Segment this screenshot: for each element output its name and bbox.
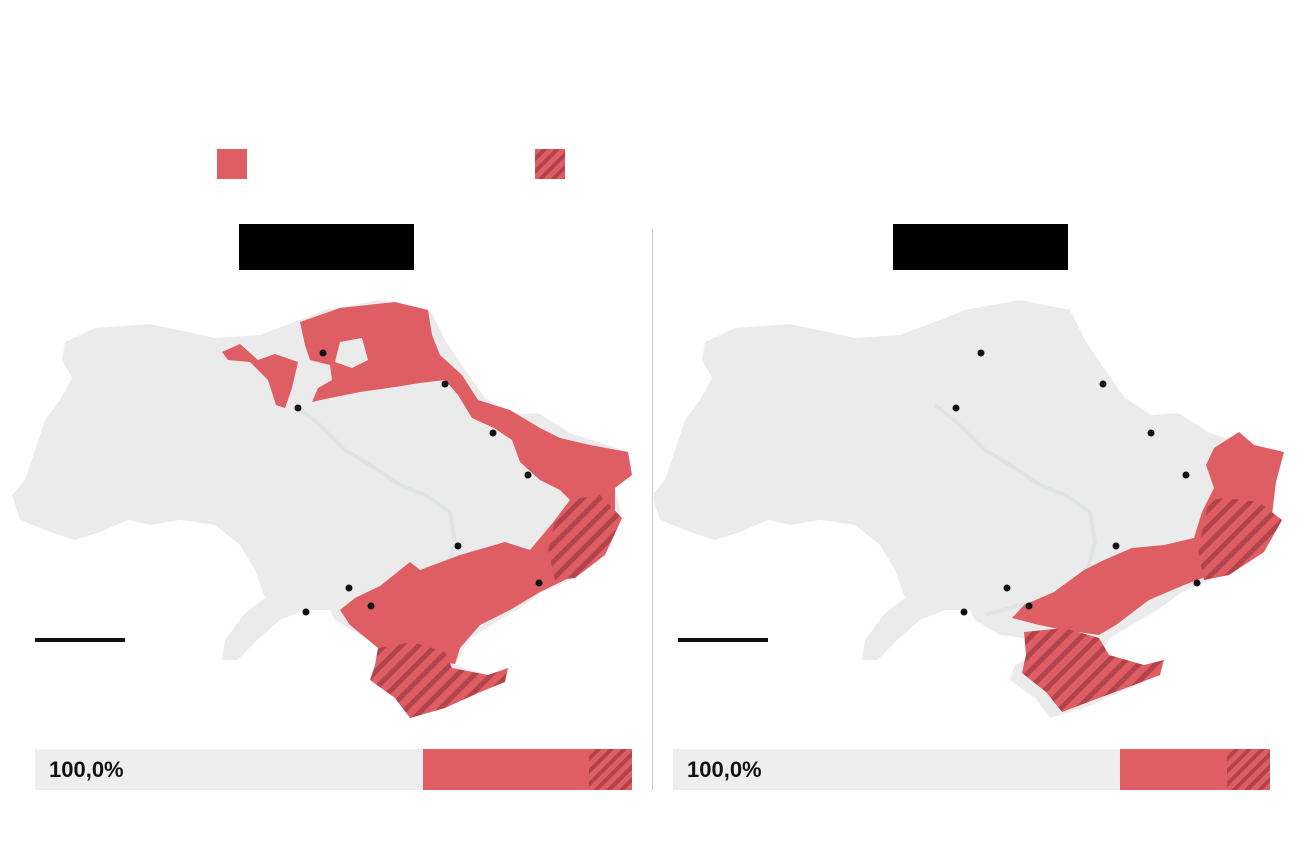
city-dot xyxy=(302,608,310,616)
share-total-label: 100,0% xyxy=(687,757,762,782)
date-label xyxy=(239,224,414,270)
city-dot xyxy=(489,429,497,437)
city-dot xyxy=(1193,579,1201,587)
city-dot xyxy=(294,404,302,412)
city-dot xyxy=(1025,602,1033,610)
city-markers xyxy=(952,349,1201,616)
crimea-occupied xyxy=(1022,628,1164,712)
share-occupied-fill xyxy=(423,749,589,790)
share-held-fill xyxy=(589,749,632,790)
city-dot xyxy=(977,349,985,357)
share-total-label: 100,0% xyxy=(49,757,124,782)
map-panel-after: 100,0% xyxy=(654,200,1294,820)
territory-share-bar: 100,0% xyxy=(673,749,1270,790)
occupied-area-west xyxy=(222,344,298,408)
donbas-held xyxy=(1198,498,1282,580)
ukraine-land xyxy=(654,300,1272,718)
city-dot xyxy=(524,471,532,479)
city-markers xyxy=(294,349,543,616)
territory-share-bar: 100,0% xyxy=(35,749,632,790)
city-dot xyxy=(1147,429,1155,437)
city-dot xyxy=(535,579,543,587)
scale-bar xyxy=(35,638,125,642)
ukraine-map xyxy=(654,300,1284,718)
panel-divider xyxy=(652,230,653,790)
city-dot xyxy=(1003,584,1011,592)
city-dot xyxy=(960,608,968,616)
city-dot xyxy=(345,584,353,592)
city-dot xyxy=(319,349,327,357)
city-dot xyxy=(1182,471,1190,479)
date-label xyxy=(893,224,1068,270)
legend-occupied-swatch xyxy=(217,149,247,179)
share-held-fill xyxy=(1227,749,1270,790)
ukraine-map xyxy=(12,300,632,718)
crimea-occupied xyxy=(370,642,508,718)
share-occupied-fill xyxy=(1120,749,1227,790)
city-dot xyxy=(952,404,960,412)
city-dot xyxy=(441,380,449,388)
city-dot xyxy=(367,602,375,610)
donbas-held xyxy=(548,495,622,580)
city-dot xyxy=(454,542,462,550)
occupied-area xyxy=(1012,432,1284,635)
unoccupied-pocket xyxy=(335,338,368,368)
city-dot xyxy=(1099,380,1107,388)
scale-bar xyxy=(678,638,768,642)
legend-held-swatch xyxy=(535,149,565,179)
map-panel-before: 100,0% xyxy=(0,200,640,820)
occupied-area xyxy=(300,302,632,664)
city-dot xyxy=(1112,542,1120,550)
